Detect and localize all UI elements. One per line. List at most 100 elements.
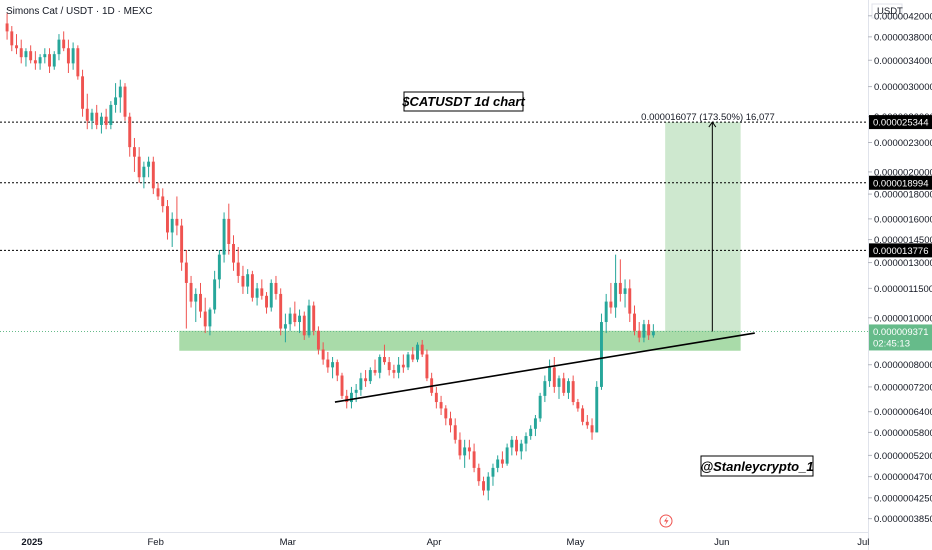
candle[interactable]	[33, 51, 37, 70]
candle[interactable]	[359, 372, 363, 396]
candle[interactable]	[217, 250, 221, 289]
candle[interactable]	[227, 203, 231, 255]
candle[interactable]	[482, 476, 485, 496]
level-price-tag[interactable]: 0.000018994	[869, 175, 932, 190]
candle[interactable]	[255, 282, 259, 306]
candle[interactable]	[349, 386, 353, 409]
candle[interactable]	[585, 415, 589, 429]
candle[interactable]	[184, 250, 188, 329]
candle[interactable]	[378, 354, 382, 379]
candle[interactable]	[538, 392, 542, 422]
candle[interactable]	[95, 104, 99, 130]
target-zone[interactable]	[665, 122, 741, 332]
candle[interactable]	[265, 292, 268, 314]
candle[interactable]	[213, 270, 217, 314]
candle[interactable]	[180, 218, 184, 271]
candle[interactable]	[515, 436, 519, 456]
candle[interactable]	[439, 395, 443, 416]
candle[interactable]	[166, 200, 169, 240]
candle[interactable]	[449, 411, 452, 433]
candle[interactable]	[241, 265, 245, 294]
candle[interactable]	[147, 156, 151, 178]
lightning-icon[interactable]	[659, 514, 673, 528]
candle[interactable]	[383, 344, 386, 365]
candle[interactable]	[81, 69, 85, 117]
candle[interactable]	[307, 299, 311, 338]
candle[interactable]	[288, 307, 292, 331]
candle[interactable]	[600, 313, 603, 390]
price-axis[interactable]: USDT 0.0000042000 0.0000038000 0.000003400…	[868, 3, 932, 525]
candle[interactable]	[5, 13, 9, 40]
candle[interactable]	[651, 324, 655, 338]
candle[interactable]	[486, 472, 490, 501]
candle[interactable]	[38, 54, 42, 70]
candle[interactable]	[118, 79, 122, 113]
candle[interactable]	[472, 443, 476, 473]
chart-label-annotation[interactable]: $CATUSDT 1d chart	[401, 91, 525, 112]
currency-badge[interactable]	[871, 3, 903, 19]
candle[interactable]	[420, 339, 424, 357]
candle[interactable]	[543, 375, 547, 403]
candle[interactable]	[444, 405, 448, 426]
candle[interactable]	[29, 45, 33, 64]
candle[interactable]	[529, 425, 533, 440]
candle[interactable]	[609, 282, 613, 314]
level-price-tag[interactable]: 0.000013776	[869, 243, 932, 258]
candle[interactable]	[467, 439, 471, 460]
candle[interactable]	[368, 367, 372, 385]
candle[interactable]	[406, 351, 410, 371]
candle[interactable]	[397, 356, 401, 379]
candle[interactable]	[312, 301, 316, 336]
candle[interactable]	[99, 112, 103, 134]
candle[interactable]	[298, 309, 302, 334]
candle[interactable]	[364, 370, 368, 387]
candle[interactable]	[293, 301, 297, 327]
candle[interactable]	[548, 359, 552, 387]
candle[interactable]	[114, 83, 118, 113]
candle[interactable]	[151, 156, 155, 195]
candle[interactable]	[208, 307, 212, 336]
candle[interactable]	[302, 311, 306, 340]
candle[interactable]	[604, 293, 608, 334]
candle[interactable]	[260, 279, 264, 300]
candle[interactable]	[387, 356, 391, 376]
candle[interactable]	[533, 415, 537, 437]
candle[interactable]	[123, 83, 127, 121]
candle[interactable]	[491, 463, 495, 486]
candle[interactable]	[85, 93, 89, 130]
candle[interactable]	[128, 112, 132, 157]
candle[interactable]	[15, 34, 18, 55]
candle[interactable]	[633, 305, 636, 336]
candle[interactable]	[321, 342, 325, 365]
candle[interactable]	[24, 48, 28, 67]
candle[interactable]	[48, 48, 51, 74]
candle[interactable]	[345, 389, 349, 409]
candle[interactable]	[236, 246, 240, 283]
candle[interactable]	[392, 364, 396, 379]
candle[interactable]	[566, 378, 570, 399]
candle[interactable]	[581, 405, 585, 426]
ascending-trendline[interactable]	[334, 332, 755, 403]
candle[interactable]	[411, 347, 415, 363]
support-zone[interactable]	[179, 330, 741, 351]
candle[interactable]	[614, 254, 618, 318]
candle[interactable]	[161, 188, 165, 213]
candle[interactable]	[326, 351, 330, 373]
candle[interactable]	[524, 432, 528, 452]
candle[interactable]	[477, 463, 481, 486]
candle[interactable]	[132, 137, 136, 172]
candle[interactable]	[590, 418, 594, 440]
candle[interactable]	[623, 279, 627, 308]
candle[interactable]	[137, 147, 141, 183]
candle[interactable]	[43, 48, 47, 64]
candle[interactable]	[269, 279, 273, 312]
candle[interactable]	[557, 375, 561, 399]
candle[interactable]	[552, 356, 556, 393]
candle[interactable]	[104, 108, 108, 130]
candle[interactable]	[232, 235, 235, 271]
candle[interactable]	[340, 372, 344, 399]
candle[interactable]	[283, 313, 287, 343]
candle[interactable]	[274, 275, 278, 300]
